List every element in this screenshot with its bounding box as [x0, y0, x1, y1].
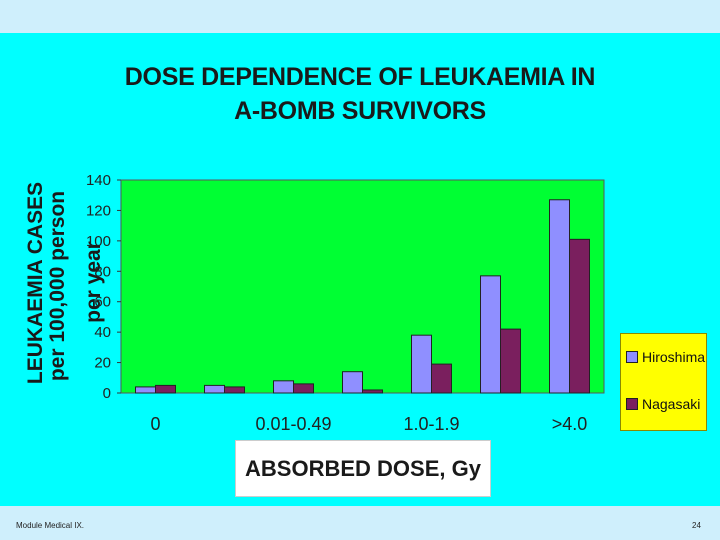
x-category-label: 0 [150, 414, 160, 434]
y-tick-label: 100 [86, 233, 111, 250]
y-tick-label: 80 [94, 263, 111, 280]
legend-swatch-nagasaki [626, 398, 638, 410]
y-tick-label: 20 [94, 355, 111, 372]
bar-hiroshima-3 [342, 371, 363, 394]
chart-title-line-1: DOSE DEPENDENCE OF LEUKAEMIA IN [124, 63, 596, 91]
bar-hiroshima-0 [135, 386, 156, 394]
bar-nagasaki-3 [362, 389, 383, 394]
plot-area [120, 179, 605, 394]
y-tick-label: 60 [94, 294, 111, 311]
bar-hiroshima-6 [549, 199, 570, 394]
bar-nagasaki-1 [224, 386, 245, 394]
footer-module-text: Module Medical IX. [16, 521, 85, 530]
bar-nagasaki-5 [500, 328, 521, 394]
legend-label-hiroshima: Hiroshima [642, 349, 706, 365]
slide-top-band [0, 0, 720, 33]
bar-nagasaki-0 [155, 384, 176, 394]
bar-hiroshima-4 [411, 334, 432, 394]
y-tick-label: 40 [94, 324, 111, 341]
chart-title-line-2: A-BOMB SURVIVORS [234, 97, 486, 125]
legend-label-nagasaki: Nagasaki [642, 396, 701, 412]
bar-nagasaki-4 [431, 363, 452, 394]
x-category-label: 0.01-0.49 [255, 414, 331, 434]
bar-nagasaki-6 [569, 238, 590, 394]
bar-hiroshima-5 [480, 275, 501, 394]
bar-hiroshima-2 [273, 380, 294, 394]
chart-title: DOSE DEPENDENCE OF LEUKAEMIA IN A-BOMB S… [80, 60, 640, 128]
x-axis-label: ABSORBED DOSE, Gy [235, 440, 491, 497]
y-tick-label: 140 [86, 172, 111, 189]
bar-nagasaki-2 [293, 383, 314, 394]
legend-swatch-hiroshima [626, 351, 638, 363]
y-tick-label: 0 [103, 385, 111, 402]
chart-legend: Hiroshima Nagasaki [620, 333, 707, 431]
page-number: 24 [692, 521, 701, 530]
x-category-label: 1.0-1.9 [403, 414, 459, 434]
bar-hiroshima-1 [204, 384, 225, 394]
legend-item-hiroshima: Hiroshima [626, 349, 705, 365]
x-category-label: >4.0 [552, 414, 588, 434]
legend-item-nagasaki: Nagasaki [626, 396, 700, 412]
slide-bottom-band [0, 506, 720, 540]
y-tick-label: 120 [86, 202, 111, 219]
